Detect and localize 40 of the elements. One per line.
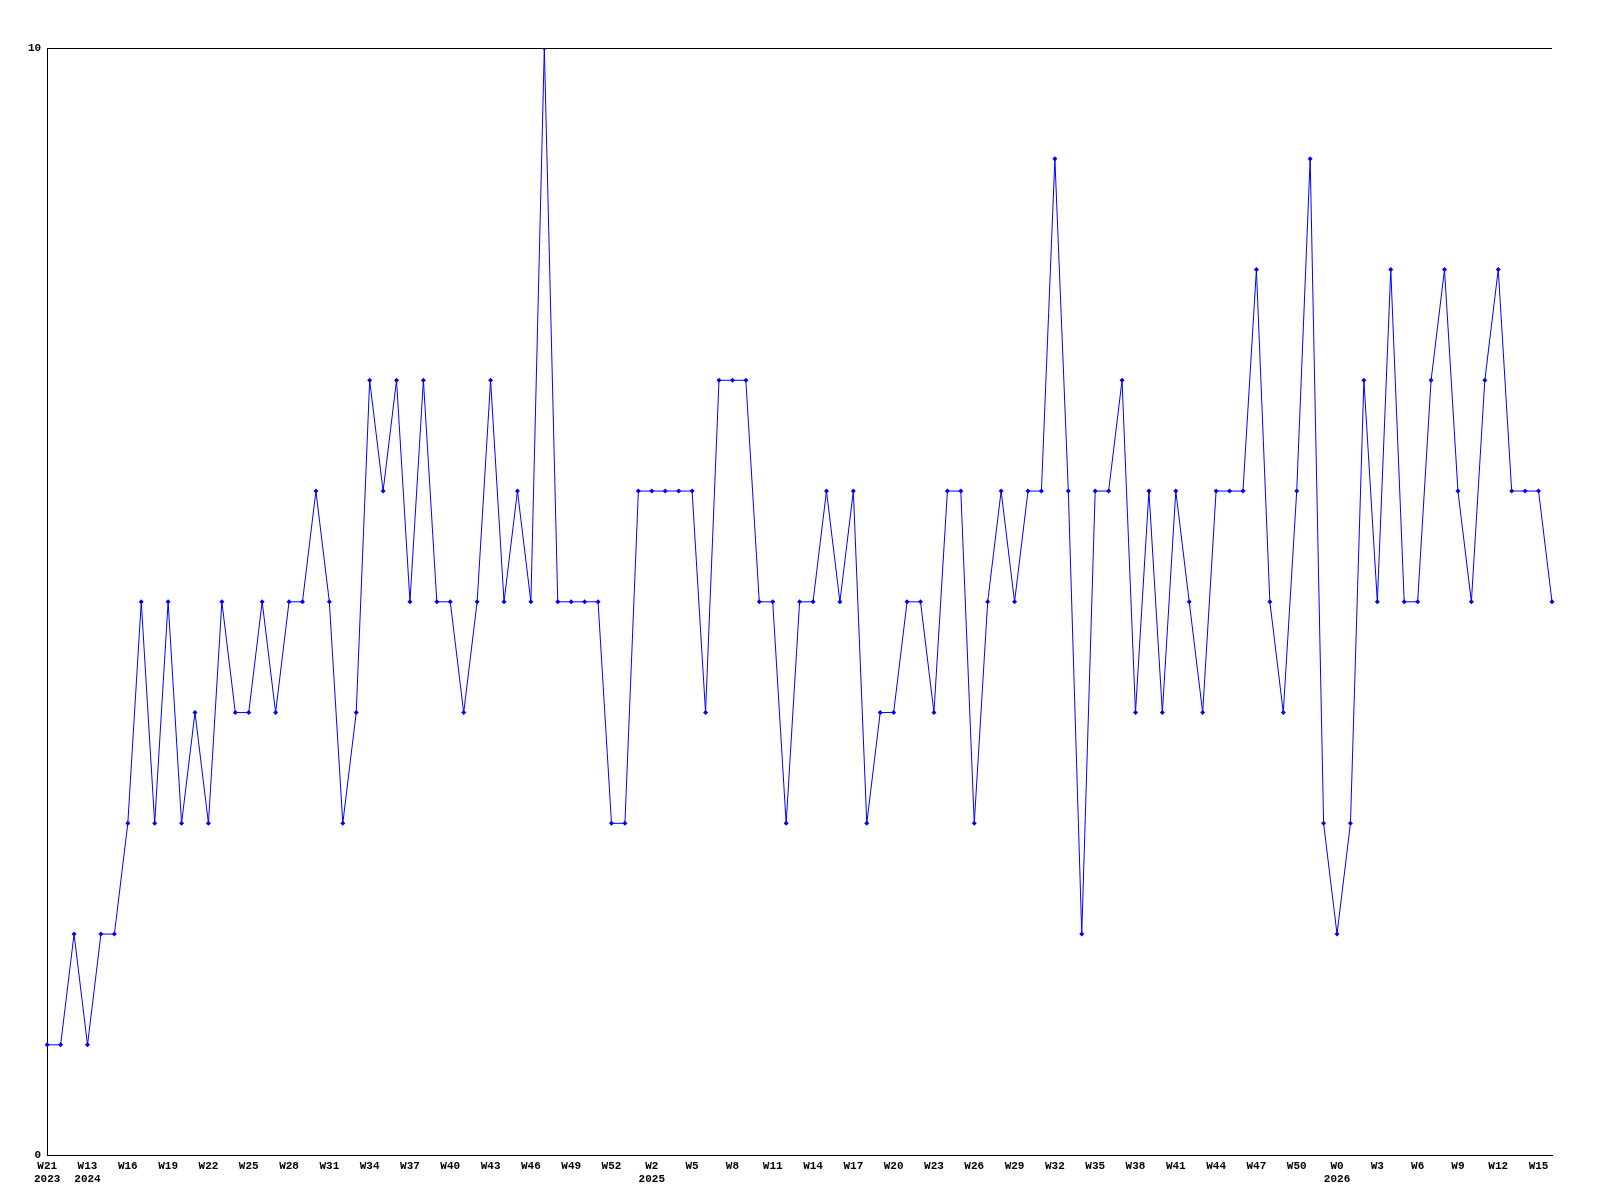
x-tick-label: W31 [319, 1159, 340, 1172]
x-tick-label: W43 [480, 1159, 501, 1172]
x-tick-label: W29 [1004, 1159, 1025, 1172]
x-tick-label: W21 2023 [34, 1159, 61, 1186]
x-tick-label: W37 [400, 1159, 420, 1172]
x-tick-label: W46 [520, 1159, 541, 1172]
x-tick-label: W8 [725, 1159, 740, 1172]
x-tick-label: W15 [1528, 1159, 1549, 1172]
x-tick-label: W6 [1411, 1159, 1425, 1172]
x-tick-label: W34 [359, 1159, 380, 1172]
x-tick-label: W50 [1286, 1159, 1307, 1172]
x-tick-label: W28 [279, 1159, 300, 1172]
x-tick-label: W32 [1044, 1159, 1065, 1172]
x-tick-label: W49 [561, 1159, 582, 1172]
x-tick-label: W9 [1451, 1159, 1465, 1172]
x-tick-label: W16 [117, 1159, 138, 1172]
x-tick-label: W12 [1488, 1159, 1509, 1172]
x-tick-label: W23 [924, 1159, 945, 1172]
y-tick-label: 10 [28, 41, 42, 54]
x-tick-label: W40 [440, 1159, 461, 1172]
x-tick-label: W0 2026 [1323, 1159, 1351, 1186]
x-tick-label: W26 [964, 1159, 985, 1172]
x-tick-label: W3 [1370, 1159, 1385, 1172]
x-tick-label: W2 2025 [638, 1159, 666, 1186]
x-tick-label: W41 [1165, 1159, 1187, 1172]
x-tick-label: W19 [158, 1159, 179, 1172]
x-tick-label: W13 2024 [74, 1159, 102, 1186]
x-tick-label: W20 [883, 1159, 904, 1172]
x-tick-label: W17 [843, 1159, 864, 1172]
x-tick-label: W11 [762, 1159, 784, 1172]
x-tick-label: W14 [803, 1159, 824, 1172]
x-tick-label: W52 [601, 1159, 622, 1172]
x-tick-label: W22 [198, 1159, 219, 1172]
x-tick-label: W38 [1125, 1159, 1146, 1172]
x-tick-label: W47 [1246, 1159, 1267, 1172]
y-tick-label: 0 [34, 1149, 42, 1162]
x-tick-label: W5 [685, 1159, 700, 1172]
x-tick-label: W35 [1085, 1159, 1106, 1172]
x-tick-label: W44 [1206, 1159, 1227, 1172]
x-tick-label: W25 [238, 1159, 260, 1172]
